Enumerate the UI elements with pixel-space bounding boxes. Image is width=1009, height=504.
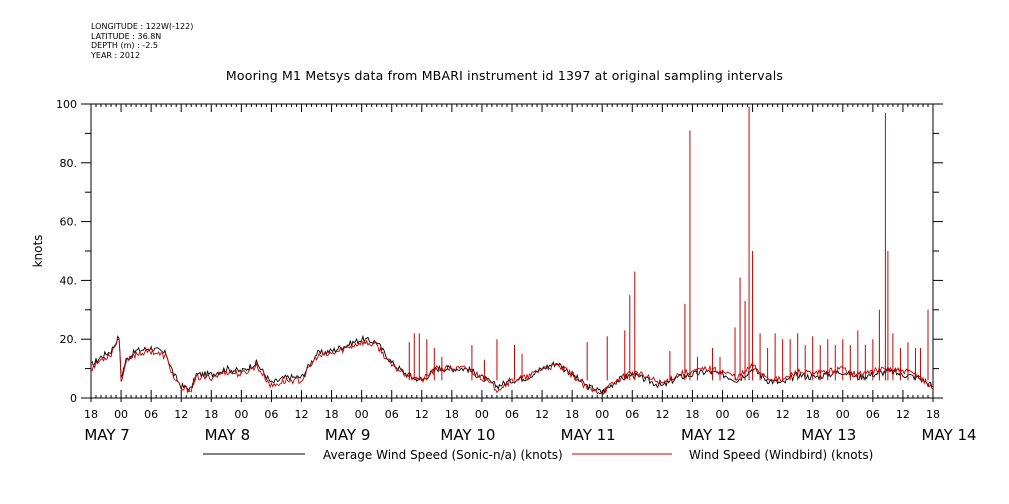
- x-tick-label: 00: [836, 408, 850, 421]
- x-tick-label: 06: [385, 408, 399, 421]
- x-tick-label: 12: [776, 408, 790, 421]
- x-tick-label: 00: [475, 408, 489, 421]
- x-tick-label: 18: [325, 408, 339, 421]
- series-layer: [90, 106, 934, 395]
- y-tick-label: 60.: [60, 216, 78, 229]
- x-tick-label: 12: [896, 408, 910, 421]
- metadata-block: LONGITUDE : 122W(-122) LATITUDE : 36.8N …: [91, 22, 193, 60]
- x-day-label: MAY 12: [681, 426, 736, 444]
- y-axis-label: knots: [31, 235, 45, 268]
- depth-label: DEPTH (m) : -2.5: [91, 41, 158, 50]
- x-tick-label: 06: [505, 408, 519, 421]
- x-tick-label: 18: [445, 408, 459, 421]
- y-tick-label: 100: [56, 98, 77, 111]
- x-tick-label: 00: [234, 408, 248, 421]
- x-tick-label: 18: [926, 408, 940, 421]
- x-tick-label: 18: [84, 408, 98, 421]
- x-tick-label: 18: [565, 408, 579, 421]
- x-day-label: MAY 7: [84, 426, 130, 444]
- longitude-label: LONGITUDE : 122W(-122): [91, 22, 194, 31]
- x-day-label: MAY 14: [922, 426, 977, 444]
- x-tick-label: 12: [295, 408, 309, 421]
- x-tick-label: 00: [114, 408, 128, 421]
- x-tick-label: 12: [535, 408, 549, 421]
- legend-label-windbird: Wind Speed (Windbird) (knots): [689, 448, 873, 462]
- x-tick-label: 12: [174, 408, 188, 421]
- chart-title: Mooring M1 Metsys data from MBARI instru…: [225, 68, 784, 83]
- x-tick-label: 12: [655, 408, 669, 421]
- x-tick-label: 06: [625, 408, 639, 421]
- x-tick-label: 18: [806, 408, 820, 421]
- x-day-label: MAY 13: [801, 426, 856, 444]
- x-tick-label: 06: [144, 408, 158, 421]
- x-day-label: MAY 11: [561, 426, 616, 444]
- axis-labels: 0 20. 40. 60. 80. 100 knots 18 00 06 12 18 00 06 12 18 0…: [31, 98, 977, 444]
- x-day-label: MAY 9: [325, 426, 371, 444]
- x-tick-label: 06: [866, 408, 880, 421]
- latitude-label: LATITUDE : 36.8N: [91, 31, 162, 41]
- y-tick-label: 20.: [60, 333, 78, 346]
- x-tick-label: 00: [716, 408, 730, 421]
- y-tick-label: 40.: [60, 274, 78, 287]
- year-label: YEAR : 2012: [91, 50, 141, 60]
- plot-frame: [90, 103, 934, 399]
- x-tick-label: 00: [595, 408, 609, 421]
- x-tick-label: 06: [746, 408, 760, 421]
- series-line-windbird: [90, 338, 934, 395]
- y-tick-label: 80.: [60, 157, 78, 170]
- x-tick-label: 06: [264, 408, 278, 421]
- x-tick-label: 18: [685, 408, 699, 421]
- plot-axes: [81, 103, 943, 402]
- x-tick-label: 12: [415, 408, 429, 421]
- legend: Average Wind Speed (Sonic-n/a) (knots) Wi…: [203, 448, 873, 462]
- y-tick-label: 0: [70, 392, 77, 405]
- series-line-average: [90, 334, 934, 395]
- x-tick-label: 00: [355, 408, 369, 421]
- x-day-label: MAY 10: [440, 426, 495, 444]
- legend-label-average: Average Wind Speed (Sonic-n/a) (knots): [323, 448, 563, 462]
- x-day-label: MAY 8: [205, 426, 251, 444]
- x-tick-label: 18: [204, 408, 218, 421]
